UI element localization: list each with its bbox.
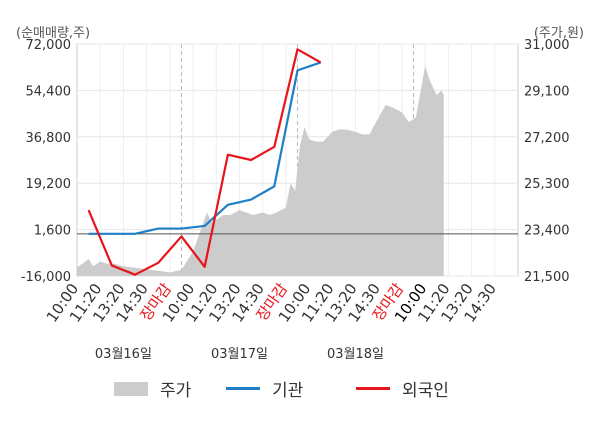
right-axis-tick-label: 23,400 [524, 224, 570, 239]
date-label: 03월18일 [327, 347, 384, 362]
right-axis-tick-label: 27,200 [524, 131, 570, 146]
left-axis-tick-label: 36,800 [26, 131, 72, 146]
institution-line [88, 61, 322, 235]
date-label: 03월17일 [211, 347, 268, 362]
left-axis-tick-label: 72,000 [26, 38, 72, 53]
left-axis-unit: (순매매량,주) [16, 26, 91, 41]
legend-label-stock-price: 주가 [160, 381, 192, 401]
stock-price-area [77, 65, 444, 277]
left-axis-tick-label: 54,400 [26, 84, 72, 99]
legend-item-stock-price: 주가 [114, 376, 191, 401]
left-axis-tick-label: 19,200 [26, 177, 72, 192]
left-axis-tick-label: 1,600 [34, 224, 71, 239]
right-axis-tick-label: 25,300 [524, 177, 570, 192]
date-label: 03월16일 [95, 347, 152, 362]
right-axis-tick-label: 31,000 [524, 38, 570, 53]
legend-swatch-stock-price [114, 381, 148, 396]
right-axis-tick-label: 29,100 [524, 84, 570, 99]
legend-swatch-institution [226, 387, 260, 390]
left-axis-tick-label: -16,000 [21, 270, 71, 285]
right-axis-tick-label: 21,500 [524, 270, 570, 285]
chart-legend: 주가 기관 외국인 [0, 376, 600, 401]
right-axis-unit: (주가,원) [533, 26, 584, 41]
legend-item-institution: 기관 [226, 376, 303, 401]
foreigner-line [87, 48, 322, 276]
legend-item-foreigner: 외국인 [356, 376, 449, 401]
legend-swatch-foreigner [356, 387, 390, 390]
legend-label-institution: 기관 [272, 381, 304, 401]
legend-label-foreigner: 외국인 [402, 381, 449, 401]
